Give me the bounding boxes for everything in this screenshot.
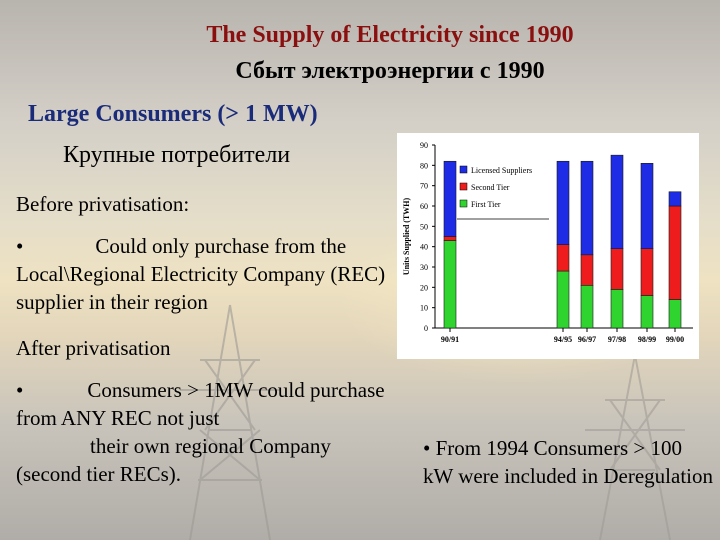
y-tick-label: 30 xyxy=(420,263,428,272)
after-privatisation-label: After privatisation xyxy=(16,336,171,360)
before-privatisation-label: Before privatisation: xyxy=(16,192,190,216)
large-consumers-heading: Large Consumers (> 1 MW) xyxy=(28,101,318,127)
after-privatisation-bullet: • Consumers > 1MW could purchase from ANY… xyxy=(16,376,386,488)
y-tick-label: 70 xyxy=(420,182,428,191)
x-tick-label: 99/00 xyxy=(666,335,684,344)
bullet-marker: • xyxy=(16,234,24,258)
y-tick-label: 50 xyxy=(420,222,428,231)
bar-segment xyxy=(640,248,654,296)
units-supplied-chart: 0 10 20 30 40 50 60 70 80 90 Units Supplied (TWH) 9… xyxy=(397,133,699,359)
deregulation-note: • From 1994 Consumers > 100 kW were incl… xyxy=(423,434,713,490)
legend-swatch xyxy=(459,199,468,208)
y-tick-label: 20 xyxy=(420,283,428,292)
legend-entry: First Tier xyxy=(471,200,501,209)
bar-segment xyxy=(668,299,682,329)
bar-segment xyxy=(556,270,570,329)
x-tick-label: 96/97 xyxy=(578,335,596,344)
y-tick-label: 60 xyxy=(420,202,428,211)
x-tick-label: 97/98 xyxy=(608,335,626,344)
bar-segment xyxy=(610,154,624,249)
y-tick-label: 80 xyxy=(420,161,428,170)
bar-segment xyxy=(443,236,457,241)
legend-entry: Licensed Suppliers xyxy=(471,166,532,175)
bar-segment xyxy=(556,244,570,272)
before-privatisation-bullet: • Could only purchase from the Local\Regi… xyxy=(16,232,396,316)
y-axis-label: Units Supplied (TWH) xyxy=(402,197,411,275)
bar-segment xyxy=(556,160,570,245)
deregulation-note-text: From 1994 Consumers > 100 kW were includ… xyxy=(423,436,714,488)
y-tick-label: 40 xyxy=(420,243,428,252)
x-tick-label: 94/95 xyxy=(554,335,572,344)
legend-entry: Second Tier xyxy=(471,183,510,192)
after-privatisation-text-2: their own regional Company (second tier … xyxy=(16,434,331,486)
page-title: The Supply of Electricity since 1990 xyxy=(206,22,574,48)
legend-swatch xyxy=(459,165,468,174)
bar-segment xyxy=(443,160,457,237)
page-subtitle-russian: Сбыт электроэнергии с 1990 xyxy=(235,58,545,84)
before-privatisation-text: Could only purchase from the Local\Regio… xyxy=(16,234,386,314)
bar-segment xyxy=(580,160,594,256)
bar-segment xyxy=(610,289,624,329)
bar-segment xyxy=(640,295,654,329)
bullet-marker: • xyxy=(16,378,24,402)
chart-canvas: 0 10 20 30 40 50 60 70 80 90 Units Supplied (TWH) 9… xyxy=(402,141,693,344)
after-privatisation-text-1: Consumers > 1MW could purchase from ANY … xyxy=(16,378,385,430)
bar-segment xyxy=(443,240,457,329)
y-tick-label: 10 xyxy=(420,304,428,313)
bullet-marker: • xyxy=(423,436,431,460)
y-tick-label: 90 xyxy=(420,141,428,150)
y-tick-label: 0 xyxy=(424,324,428,333)
x-tick-label: 90/91 xyxy=(441,335,459,344)
bar-segment xyxy=(610,248,624,290)
x-tick-label: 98/99 xyxy=(638,335,656,344)
legend-swatch xyxy=(459,182,468,191)
bar-segment xyxy=(668,191,682,207)
bar-segment xyxy=(580,254,594,286)
bar-segment xyxy=(580,285,594,329)
large-consumers-heading-russian: Крупные потребители xyxy=(63,142,291,168)
bar-segment xyxy=(640,162,654,250)
bar-segment xyxy=(668,205,682,300)
